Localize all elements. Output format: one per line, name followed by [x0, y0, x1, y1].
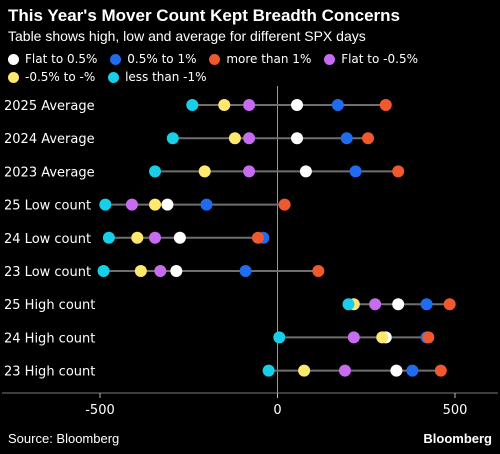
row-label: 24 High count [4, 331, 95, 346]
data-point [170, 265, 183, 277]
data-point [243, 99, 256, 111]
x-tick-label: 500 [443, 403, 468, 418]
data-point [251, 231, 264, 244]
data-point [218, 99, 231, 111]
x-tick-label: 0 [273, 403, 281, 418]
data-point [243, 165, 256, 178]
data-point [278, 198, 291, 211]
row-label: 24 Low count [4, 232, 91, 247]
legend: Flat to 0.5% 0.5% to 1% more than 1% Fla… [8, 50, 428, 86]
data-point [125, 198, 138, 211]
data-point [299, 165, 312, 178]
legend-label: Flat to 0.5% [25, 52, 98, 66]
data-point [262, 364, 275, 377]
brand-logo-text: Bloomberg [423, 431, 492, 446]
data-point [434, 364, 447, 377]
legend-item-flat-to-minus-0.5: Flat to -0.5% [324, 50, 418, 68]
data-point [198, 165, 211, 178]
legend-item-flat-to-0.5: Flat to 0.5% [8, 50, 97, 68]
data-point [149, 231, 162, 244]
legend-item-less-than-minus-1: less than -1% [108, 68, 207, 86]
data-point [99, 198, 112, 211]
legend-dot-icon [8, 53, 19, 65]
data-point [340, 132, 353, 145]
data-point [102, 231, 115, 244]
data-point [97, 265, 110, 277]
data-point [362, 132, 375, 145]
data-point [173, 231, 186, 244]
legend-dot-icon [324, 53, 336, 65]
data-point [392, 298, 405, 311]
data-point [134, 265, 147, 277]
data-point [239, 265, 252, 277]
data-point [312, 265, 325, 277]
data-point [186, 99, 199, 111]
legend-label: Flat to -0.5% [341, 52, 418, 66]
legend-item-more-than-1: more than 1% [209, 50, 311, 68]
data-point [154, 265, 167, 277]
legend-dot-icon [209, 53, 221, 65]
row-label: 2023 Average [4, 165, 95, 180]
legend-dot-icon [8, 71, 19, 83]
row-label: 2025 Average [4, 99, 95, 114]
data-point [200, 198, 213, 211]
legend-dot-icon [110, 53, 122, 65]
data-point [131, 231, 144, 244]
data-point [379, 99, 392, 111]
data-point [338, 364, 351, 377]
row-label: 23 High count [4, 365, 95, 380]
data-point [228, 132, 241, 145]
dot-range-chart: -500 0 500 2025 Average 2024 Average 2023 Ave… [2, 86, 498, 418]
legend-label: less than -1% [125, 70, 207, 84]
data-point [331, 99, 344, 111]
data-point [376, 331, 389, 344]
data-point [422, 331, 435, 344]
data-point [166, 132, 179, 145]
row-label: 25 Low count [4, 199, 91, 214]
data-point [298, 364, 311, 377]
legend-label: -0.5% to -% [25, 70, 96, 84]
data-point [149, 198, 162, 211]
legend-label: 0.5% to 1% [127, 52, 197, 66]
data-point [291, 132, 304, 145]
data-point [349, 165, 362, 178]
x-tick-label: -500 [85, 403, 115, 418]
legend-label: more than 1% [226, 52, 312, 66]
data-point [291, 99, 304, 111]
chart-title: This Year's Mover Count Kept Breadth Con… [8, 6, 400, 25]
data-point [342, 298, 355, 311]
legend-item-minus-0.5-to-minus: -0.5% to -% [8, 68, 95, 86]
data-point [392, 165, 405, 178]
data-point [443, 298, 456, 311]
data-point [369, 298, 382, 311]
row-label: 2024 Average [4, 132, 95, 147]
data-point [406, 364, 419, 377]
data-point [149, 165, 162, 178]
row-label: 23 Low count [4, 265, 91, 280]
data-point [161, 198, 174, 211]
legend-item-0.5-to-1: 0.5% to 1% [110, 50, 197, 68]
data-point [273, 331, 286, 344]
data-point [420, 298, 433, 311]
legend-dot-icon [108, 71, 120, 83]
data-point [243, 132, 256, 145]
source-note: Source: Bloomberg [8, 431, 120, 446]
data-point [390, 364, 403, 377]
row-label: 25 High count [4, 298, 95, 313]
chart-subtitle: Table shows high, low and average for di… [8, 28, 366, 44]
data-point [347, 331, 360, 344]
